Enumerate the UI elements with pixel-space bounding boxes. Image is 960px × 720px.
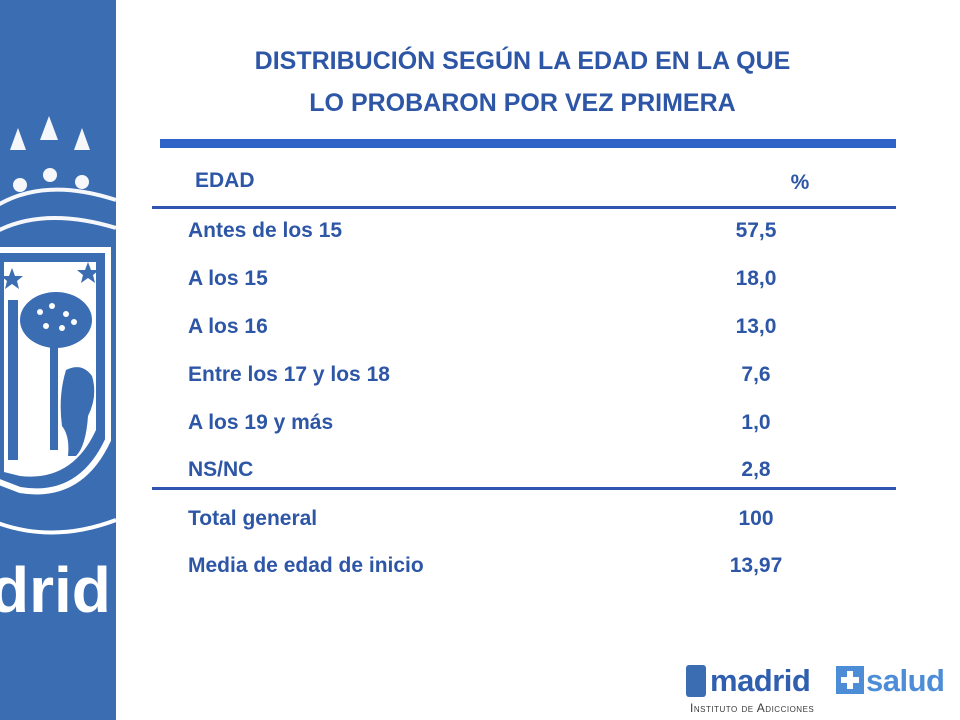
- row-value: 57,5: [735, 219, 777, 242]
- watermark-text: drid: [0, 554, 111, 626]
- row-value: 13,0: [735, 315, 777, 338]
- row-value: 2,8: [741, 458, 771, 481]
- city-crest-sidebar: drid: [0, 0, 116, 720]
- column-header-edad: EDAD: [195, 169, 255, 192]
- row-value: 7,6: [741, 363, 771, 386]
- brand-name: madrid: [710, 663, 811, 698]
- title-line-2: LO PROBARON POR VEZ PRIMERA: [309, 89, 736, 117]
- title-divider: [160, 139, 896, 148]
- mean-value: 13,97: [729, 554, 783, 577]
- title-line-1: DISTRIBUCIÓN SEGÚN LA EDAD EN LA QUE: [254, 47, 791, 75]
- row-label: NS/NC: [188, 458, 254, 481]
- row-value: 1,0: [741, 411, 771, 434]
- crest-mini-icon: [686, 665, 706, 697]
- column-header-percent: %: [790, 171, 810, 194]
- row-label: A los 15: [188, 267, 268, 290]
- total-divider: [152, 487, 896, 490]
- page-title: DISTRIBUCIÓN SEGÚN LA EDAD EN LA QUE LO …: [150, 40, 895, 124]
- row-label: Entre los 17 y los 18: [188, 363, 390, 386]
- madrid-salud-logo: madrid salud Instituto de Adicciones: [686, 662, 950, 718]
- header-divider: [152, 206, 896, 209]
- row-value: 18,0: [735, 267, 777, 290]
- total-label: Total general: [188, 507, 318, 530]
- plus-icon: [836, 666, 864, 694]
- mean-label: Media de edad de inicio: [188, 554, 424, 577]
- total-value: 100: [738, 507, 774, 530]
- brand-salud: salud: [866, 663, 945, 698]
- row-label: A los 16: [188, 315, 268, 338]
- row-label: A los 19 y más: [188, 411, 334, 434]
- brand-subtitle: Instituto de Adicciones: [690, 701, 815, 715]
- madrid-crest-watermark: drid: [0, 116, 116, 626]
- row-label: Antes de los 15: [188, 219, 343, 242]
